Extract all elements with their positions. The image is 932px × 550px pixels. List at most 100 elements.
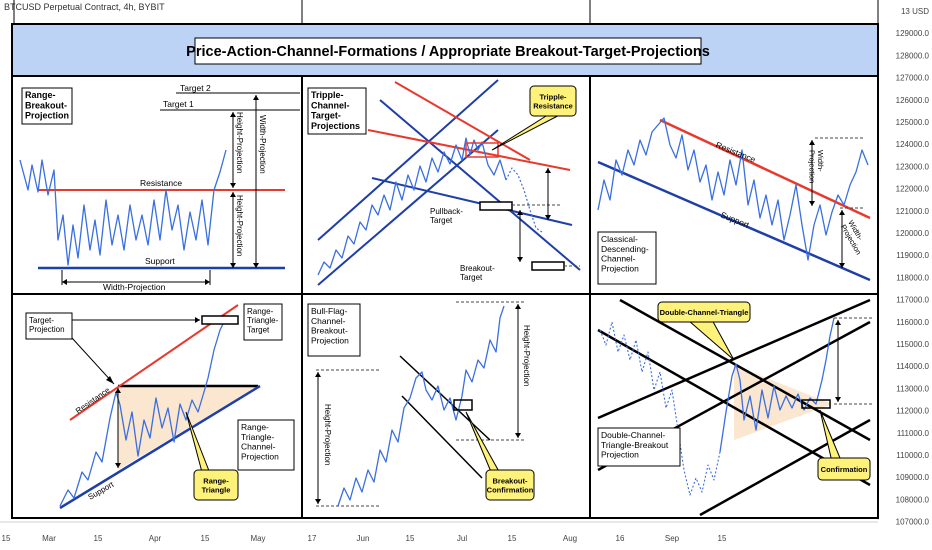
p3-title-box	[597, 231, 657, 285]
p5-height-arrow-b-head2	[515, 304, 521, 309]
p2-callout-pointer	[491, 115, 558, 151]
p2-channel-lower	[317, 129, 499, 286]
p5-height-arrow-a-head	[315, 499, 321, 504]
y-tick-label: 115000.0	[896, 340, 929, 349]
p1-height-arrow-a-head2	[230, 112, 236, 117]
p1-height-label-b-line: Height-Projection	[235, 195, 244, 256]
p5-callout-line: Confirmation	[487, 486, 534, 495]
p6-callout-top-line: Double-Channel-Triangle	[660, 308, 749, 317]
p6-callout-conf-box	[817, 457, 871, 481]
y-tick-label: 112000.0	[896, 407, 929, 416]
p6-title-line: Projection	[601, 450, 639, 460]
p5-flag-lower	[401, 395, 483, 479]
y-tick-label: 118000.0	[896, 273, 929, 282]
p2-title-box	[307, 87, 367, 135]
y-tick-label: 109000.0	[896, 473, 930, 482]
p5-flag-upper	[399, 355, 491, 441]
title-box	[194, 37, 702, 65]
p4-title: Range-Triangle-Channel-Projection	[241, 422, 279, 461]
p6-callout-top-text: Double-Channel-Triangle	[660, 308, 749, 317]
p6-confirm-box	[801, 399, 831, 409]
p1-target2-label-line: Target 2	[180, 83, 211, 93]
p4-title-line: Projection	[241, 451, 279, 461]
p1-height-arrow-b-head2	[230, 192, 236, 197]
p3-width-arrow-b-head	[839, 263, 845, 268]
p2-resistance-steep	[394, 81, 531, 161]
x-tick-label: 15	[718, 534, 727, 543]
p6-height-arrow-head	[835, 397, 841, 402]
p4-target-proj-label: Target-Projection	[29, 316, 65, 334]
p6-height-arrow-head2	[835, 320, 841, 325]
p3-support-label: Support	[719, 210, 751, 231]
x-tick-label: 15	[406, 534, 415, 543]
p5-price-line	[337, 305, 505, 507]
y-tick-label: 111000.0	[897, 429, 930, 438]
y-tick-label: 119000.0	[896, 251, 929, 260]
p1-title-line: Breakout-	[25, 100, 67, 110]
p2-title: Tripple-Channel-Target-Projections	[311, 90, 360, 131]
p3-width-label-a-line: Width-	[816, 150, 825, 172]
x-tick-label: 17	[308, 534, 317, 543]
p3-resistance-label-line: Resistance	[714, 140, 757, 165]
p2-pullback-label: Pullback-Target	[430, 207, 463, 225]
y-axis-bg	[878, 0, 932, 550]
y-tick-label: 124000.0	[896, 140, 930, 149]
p3-width-label-b: Width-Projection	[839, 219, 865, 257]
p1-price-line	[19, 149, 227, 266]
x-tick-label: May	[250, 534, 265, 543]
p2-pullback-label-line: Pullback-	[430, 207, 463, 216]
y-tick-label: 110000.0	[896, 451, 929, 460]
y-tick-label: 114000.0	[896, 362, 929, 371]
p5-callout-box	[485, 469, 535, 501]
p2-title-line: Target-	[311, 111, 341, 121]
p3-support-line	[597, 160, 871, 282]
p6-callout-top-box	[657, 301, 751, 323]
p4-triangle-fill	[118, 386, 258, 470]
p2-callout-line: Resistance	[533, 102, 573, 111]
x-tick-label: 15	[94, 534, 103, 543]
p5-height-label-b-line: Height-Projection	[522, 325, 531, 386]
y-tick-label: 123000.0	[896, 162, 930, 171]
p4-target-proj-label-line: Target-	[29, 316, 54, 325]
p1-resistance-label: Resistance	[140, 178, 182, 188]
p2-lower-support	[371, 177, 573, 226]
p5-title-line: Channel-	[311, 316, 346, 326]
p6-title-line: Double-Channel-	[601, 430, 665, 440]
p4-target-pointer	[71, 337, 115, 385]
x-tick-label: Jul	[457, 534, 467, 543]
p4-target-line-head	[195, 317, 200, 323]
p1-title-line: Projection	[25, 111, 69, 121]
x-tick-label: Aug	[563, 534, 577, 543]
p3-title-line: Descending-	[601, 244, 649, 254]
p2-projection-dotted	[505, 167, 543, 233]
p2-resistance-box	[465, 142, 499, 158]
y-tick-label: 117000.0	[896, 296, 929, 305]
p4-callout-line: Triangle	[202, 486, 231, 495]
p1-target1-label: Target 1	[163, 99, 194, 109]
p5-title-line: Bull-Flag-	[311, 306, 348, 316]
p4-target-proj-box	[25, 312, 73, 340]
p6-title-box	[597, 427, 681, 467]
p4-title-line: Range-	[241, 422, 269, 432]
symbol-header: BTCUSD Perpetual Contract, 4h, BYBIT	[4, 2, 165, 12]
p4-price-line	[59, 317, 227, 507]
y-tick-label: 126000.0	[896, 96, 930, 105]
y-tick-label: 120000.0	[896, 229, 930, 238]
p5-height-label-a: Height-Projection	[323, 404, 332, 465]
panel-grid-outer	[11, 75, 879, 519]
y-tick-label: 121000.0	[896, 207, 930, 216]
p6-price-line	[719, 317, 835, 453]
page-title: Price-Action-Channel-Formations / Approp…	[186, 44, 710, 60]
x-tick-label: Mar	[42, 534, 56, 543]
p1-width-arrow-v-head	[253, 263, 259, 268]
p1-height-arrow-b-head	[230, 263, 236, 268]
p1-width-arrow-head	[205, 279, 210, 285]
p6-callout-top-pointer	[688, 321, 735, 361]
p4-callout-text: Range-Triangle	[202, 477, 231, 495]
p2-breakout-label-line: Breakout-	[460, 264, 495, 273]
p2-height-arrow-head2	[545, 168, 551, 173]
p2-title-line: Channel-	[311, 100, 350, 110]
p2-desc-support	[379, 99, 581, 271]
x-tick-label: Apr	[149, 534, 162, 543]
p4-target-box	[201, 315, 239, 325]
